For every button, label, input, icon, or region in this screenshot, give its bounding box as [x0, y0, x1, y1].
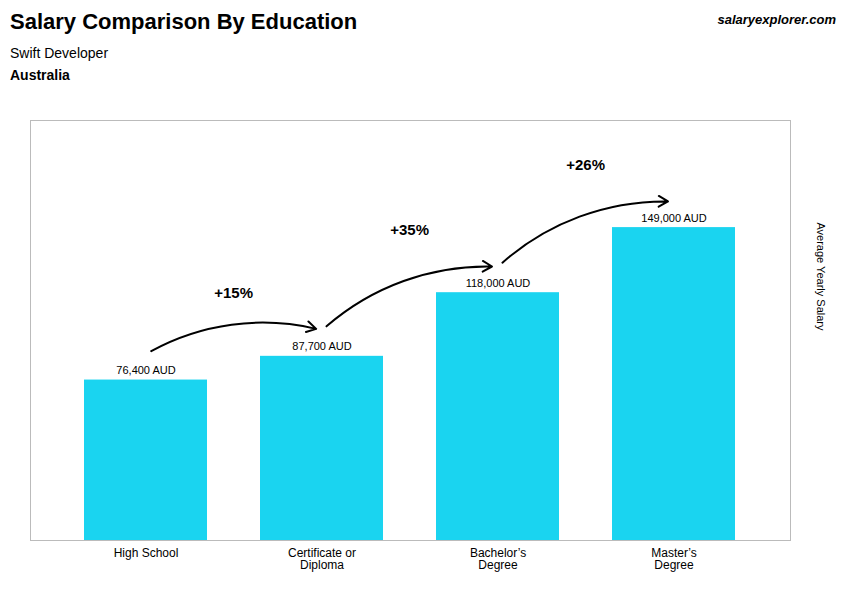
html-text:salary explorer.com: salary explorer.com [717, 12, 836, 27]
html-text:Australia: Australia [10, 67, 70, 83]
svg-text:+35%: +35% [390, 221, 429, 238]
svg-text:149,000 AUD: 149,000 AUD [641, 212, 706, 224]
svg-text:118,000 AUD: 118,000 AUD [466, 277, 531, 289]
svg-text:Certificate orDiploma: Certificate orDiploma [288, 546, 356, 572]
svg-text:+26%: +26% [566, 156, 605, 173]
svg-text:87,700 AUD: 87,700 AUD [292, 340, 351, 352]
svg-text:+15%: +15% [214, 284, 253, 301]
svg-text:Bachelor’sDegree: Bachelor’sDegree [470, 546, 526, 572]
html-text:Swift Developer: Swift Developer [10, 45, 108, 61]
svg-text:Master’sDegree: Master’sDegree [651, 546, 697, 572]
svg-text:76,400 AUD: 76,400 AUD [116, 364, 175, 376]
svg-text:High School: High School [114, 546, 179, 560]
svg-text:Average Yearly Salary: Average Yearly Salary [815, 222, 827, 331]
html-text:Salary Comparison By Education: Salary Comparison By Education [10, 9, 358, 34]
